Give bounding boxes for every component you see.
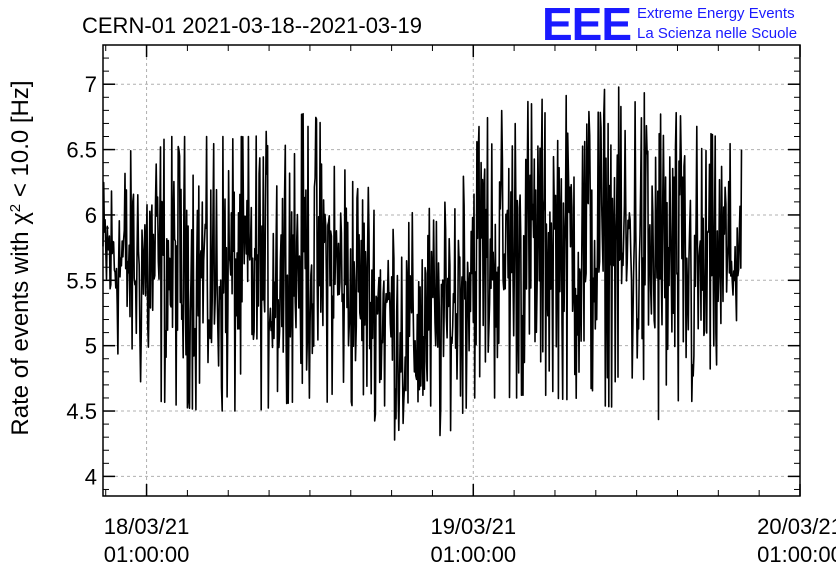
y-tick-label: 5	[85, 334, 97, 359]
x-tick-time: 01:00:00	[757, 542, 836, 567]
y-tick-label: 6	[85, 203, 97, 228]
y-tick-label: 6.5	[66, 138, 97, 163]
chart-title: CERN-01 2021-03-18--2021-03-19	[82, 13, 422, 38]
y-axis-label-prefix: Rate of events with χ	[7, 212, 34, 436]
y-tick-label: 7	[85, 72, 97, 97]
x-tick-date: 19/03/21	[430, 514, 516, 539]
x-tick-date: 18/03/21	[104, 514, 190, 539]
brand-line-2: La Scienza nelle Scuole	[637, 25, 797, 42]
eee-logo-text: EEE	[542, 0, 631, 50]
axis-layer: 4 4.5 5 5.5 6 6.5 7 18/03/21 01:00:00 19/03/21 01:…	[66, 44, 836, 567]
y-axis-label: Rate of events with χ2 < 10.0 [Hz]	[7, 80, 35, 435]
eee-logo: EEE	[542, 0, 632, 50]
x-tick-date: 20/03/21	[757, 514, 836, 539]
y-tick-label: 4.5	[66, 399, 97, 424]
brand-line-1: Extreme Energy Events	[637, 5, 795, 22]
series-layer	[102, 86, 743, 441]
x-tick-time: 01:00:00	[104, 542, 190, 567]
y-axis-label-sup: 2	[7, 204, 24, 212]
x-tick-time: 01:00:00	[430, 542, 516, 567]
series-line	[102, 86, 743, 441]
y-tick-label: 5.5	[66, 268, 97, 293]
plot-frame	[102, 44, 801, 497]
y-tick-label: 4	[85, 464, 97, 489]
y-axis-label-suffix: < 10.0 [Hz]	[7, 80, 34, 203]
